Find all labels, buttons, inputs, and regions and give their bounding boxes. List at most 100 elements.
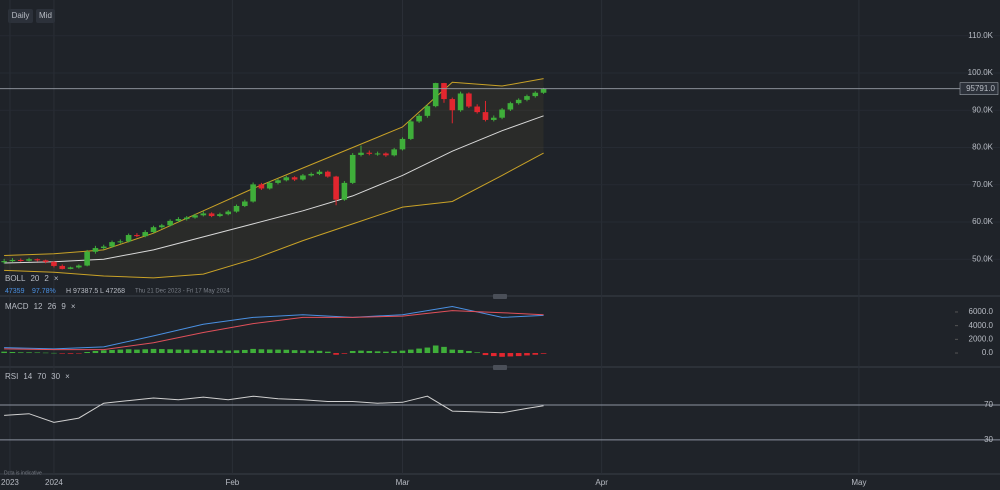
indicator-name: RSI xyxy=(5,372,18,381)
candle-body xyxy=(134,235,140,237)
indicator-param: 20 xyxy=(30,274,39,283)
histogram-bar xyxy=(449,349,456,354)
histogram-bar xyxy=(515,353,522,357)
histogram-bar xyxy=(291,350,298,354)
candle-body xyxy=(208,213,215,217)
histogram-bar xyxy=(391,351,397,354)
histogram-bar xyxy=(67,353,74,354)
candle-body xyxy=(499,109,505,118)
histogram-bar xyxy=(300,350,306,354)
y-tick-label: 0.0 xyxy=(982,348,994,357)
stat: 97.78% xyxy=(32,288,56,295)
candle-body xyxy=(532,92,539,97)
histogram-bar xyxy=(100,350,107,354)
histogram-bar xyxy=(532,353,539,355)
histogram-bar xyxy=(507,353,514,357)
histogram-bar xyxy=(416,348,422,354)
histogram-bar xyxy=(175,349,182,354)
y-tick-label: 110.0K xyxy=(968,31,993,40)
indicator-name: MACD xyxy=(5,302,29,311)
candle-body xyxy=(76,265,82,268)
histogram-bar xyxy=(9,352,16,354)
x-tick-label: Feb xyxy=(225,478,239,487)
candle-body xyxy=(383,153,389,156)
candle-body xyxy=(449,99,456,111)
resize-handle[interactable] xyxy=(493,294,507,299)
button[interactable] xyxy=(8,9,33,23)
candle-body xyxy=(225,211,232,215)
button-label[interactable]: Daily xyxy=(12,11,30,20)
candle-body xyxy=(167,220,173,226)
candle-body xyxy=(92,248,99,252)
candle-body xyxy=(507,103,514,110)
indicator-param: 26 xyxy=(47,302,56,311)
histogram-bar xyxy=(26,352,32,354)
button-label[interactable]: Mid xyxy=(39,11,52,20)
histogram-bar xyxy=(167,349,173,354)
candle-body xyxy=(300,175,306,180)
histogram-bar xyxy=(117,349,124,354)
histogram-bar xyxy=(407,349,414,354)
candle-body xyxy=(125,235,132,242)
stat: H 97387.5 xyxy=(66,288,98,295)
histogram-bar xyxy=(524,353,530,356)
histogram-bar xyxy=(59,353,66,354)
histogram-bar xyxy=(474,352,480,354)
candle-body xyxy=(17,259,24,261)
stat: 47359 xyxy=(5,288,25,295)
close-icon: × xyxy=(71,302,76,311)
candle-body xyxy=(391,149,397,156)
candle-body xyxy=(432,83,439,107)
histogram-bar xyxy=(308,350,315,354)
histogram-bar xyxy=(233,350,240,354)
candle-body xyxy=(183,217,190,220)
y-tick-label: 4000.0 xyxy=(969,321,994,330)
band-line xyxy=(4,115,544,264)
x-tick-label: Mar xyxy=(396,478,410,487)
candle-body xyxy=(42,260,49,262)
histogram-bar xyxy=(266,349,273,354)
histogram-bar xyxy=(283,349,290,354)
candle-body xyxy=(109,242,115,247)
histogram-bar xyxy=(109,349,115,354)
histogram-bar xyxy=(399,350,406,354)
candle-body xyxy=(358,152,364,155)
x-tick-label: Apr xyxy=(595,478,608,487)
y-tick-label: 6000.0 xyxy=(969,307,994,316)
candle-body xyxy=(416,115,422,122)
y-tick-label: 2000.0 xyxy=(969,334,994,343)
y-tick-label: 70.0K xyxy=(972,180,994,189)
histogram-bar xyxy=(217,350,223,354)
candle-body xyxy=(474,106,480,113)
x-tick-label: 2024 xyxy=(45,478,63,487)
histogram-bar xyxy=(1,351,7,354)
y-tick-label: 100.0K xyxy=(968,68,994,77)
histogram-bar xyxy=(424,347,431,354)
histogram-bar xyxy=(457,349,464,354)
histogram-bar xyxy=(150,348,157,354)
candle-body xyxy=(424,106,431,116)
candle-body xyxy=(200,213,207,216)
candle-body xyxy=(59,265,66,269)
candle-body xyxy=(150,227,157,233)
candle-body xyxy=(283,177,290,181)
indicator-param: 12 xyxy=(34,302,43,311)
resize-handle[interactable] xyxy=(493,365,507,370)
histogram-bar xyxy=(42,352,49,354)
candle-body xyxy=(100,246,107,249)
candle-body xyxy=(457,93,464,111)
button[interactable] xyxy=(36,9,55,23)
histogram-bar xyxy=(349,350,356,354)
candle-body xyxy=(407,121,414,139)
histogram-bar xyxy=(441,346,447,354)
candle-body xyxy=(51,261,57,266)
candle-body xyxy=(217,214,223,217)
close-icon: × xyxy=(54,274,59,283)
histogram-bar xyxy=(383,351,389,354)
macd-line xyxy=(4,310,544,351)
candle-body xyxy=(482,112,489,120)
candle-body xyxy=(540,88,547,93)
candle-body xyxy=(9,259,16,262)
last-price-box xyxy=(959,82,999,95)
candle-body xyxy=(1,261,7,263)
